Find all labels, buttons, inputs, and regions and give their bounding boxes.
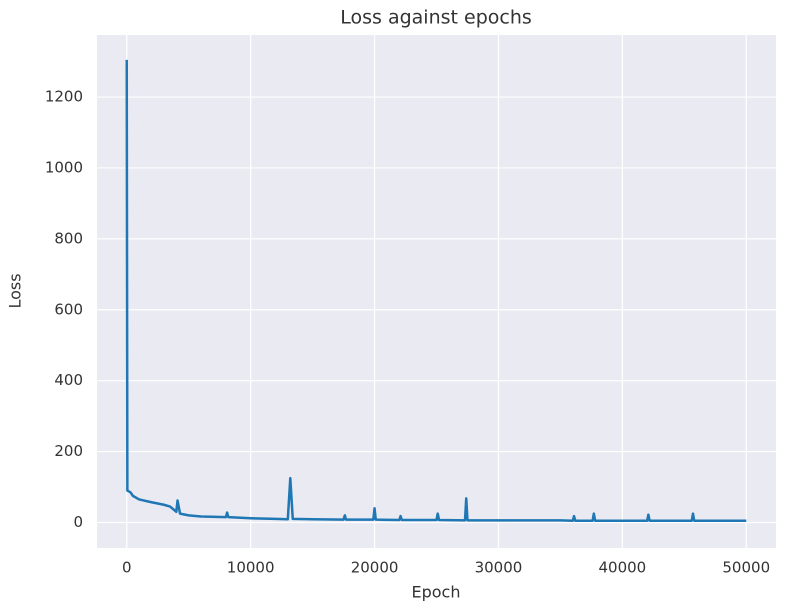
loss-line xyxy=(125,59,747,522)
x-tick-label: 10000 xyxy=(227,559,275,577)
y-tick-label: 400 xyxy=(54,371,83,389)
y-tick-label: 800 xyxy=(54,229,83,247)
y-tick-label: 1200 xyxy=(45,88,83,106)
y-tick-label: 0 xyxy=(73,513,83,531)
y-axis-label: Loss xyxy=(6,273,25,308)
y-tick-label: 600 xyxy=(54,300,83,318)
x-tick-label: 20000 xyxy=(351,559,399,577)
x-tick-label: 50000 xyxy=(722,559,770,577)
plot-area xyxy=(97,35,776,548)
x-tick-label: 30000 xyxy=(475,559,523,577)
chart-title: Loss against epochs xyxy=(340,7,532,29)
y-tick-label: 1000 xyxy=(45,158,83,176)
y-tick-label: 200 xyxy=(54,442,83,460)
x-tick-label: 40000 xyxy=(598,559,646,577)
x-tick-label: 0 xyxy=(122,559,132,577)
x-axis-label: Epoch xyxy=(412,583,461,602)
